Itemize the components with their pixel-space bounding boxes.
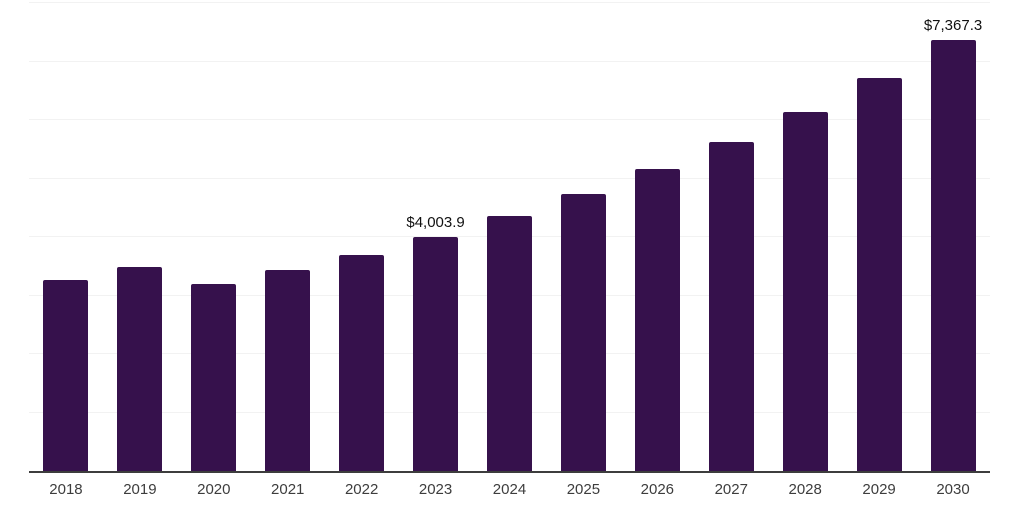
gridline-8000	[29, 2, 990, 3]
bar-slot-2020	[177, 3, 251, 471]
bar-2029	[856, 77, 902, 471]
bar-slot-2026	[620, 3, 694, 471]
x-tick-2018: 2018	[49, 481, 83, 498]
bar-slot-2030: $7,367.3	[916, 3, 990, 471]
bar-2025	[560, 194, 606, 471]
x-tick-2027: 2027	[714, 481, 748, 498]
bar-2027	[708, 142, 754, 471]
bar-slot-2021	[251, 3, 325, 471]
x-tick-2021: 2021	[271, 481, 305, 498]
bar-slot-2025	[546, 3, 620, 471]
bar-slot-2018	[29, 3, 103, 471]
x-tick-2029: 2029	[862, 481, 896, 498]
bar-slot-2023: $4,003.9	[399, 3, 473, 471]
bar-2023	[413, 236, 459, 471]
x-tick-2020: 2020	[197, 481, 231, 498]
bar-2028	[782, 111, 828, 471]
data-label-2023: $4,003.9	[406, 213, 465, 231]
x-tick-2026: 2026	[640, 481, 675, 498]
bar-slot-2024	[473, 3, 547, 471]
bar-slot-2019	[103, 3, 177, 471]
x-axis-labels: 2018 2019 2020 2021 2022 2023 2024 2025 2026 2027…	[29, 481, 990, 498]
bar-2022	[339, 254, 385, 471]
data-label-2030: $7,367.3	[923, 17, 983, 35]
x-tick-2028: 2028	[788, 481, 822, 498]
plot-area: $4,003.9 $7,367.3	[29, 2, 990, 473]
gridline-7000	[29, 60, 990, 62]
bar-slot-2028	[768, 3, 842, 471]
x-tick-2022: 2022	[344, 481, 379, 498]
bar-2018	[43, 280, 89, 471]
x-tick-2030: 2030	[936, 481, 970, 498]
x-tick-2025: 2025	[566, 481, 601, 498]
bar-2020	[191, 284, 237, 471]
bar-slot-2029	[842, 3, 916, 471]
x-tick-2023: 2023	[418, 481, 453, 498]
bar-slot-2022	[325, 3, 399, 471]
bar-2021	[265, 269, 311, 471]
bar-slot-2027	[694, 3, 768, 471]
bar-2024	[486, 215, 532, 471]
bar-2030	[930, 40, 976, 471]
x-tick-2024: 2024	[492, 481, 527, 498]
gridline-5000	[29, 177, 990, 179]
gridline-6000	[29, 119, 990, 120]
x-tick-2019: 2019	[123, 481, 157, 498]
bars-container: $4,003.9 $7,367.3	[29, 3, 990, 471]
bar-2019	[117, 266, 163, 471]
bar-2026	[634, 169, 680, 471]
